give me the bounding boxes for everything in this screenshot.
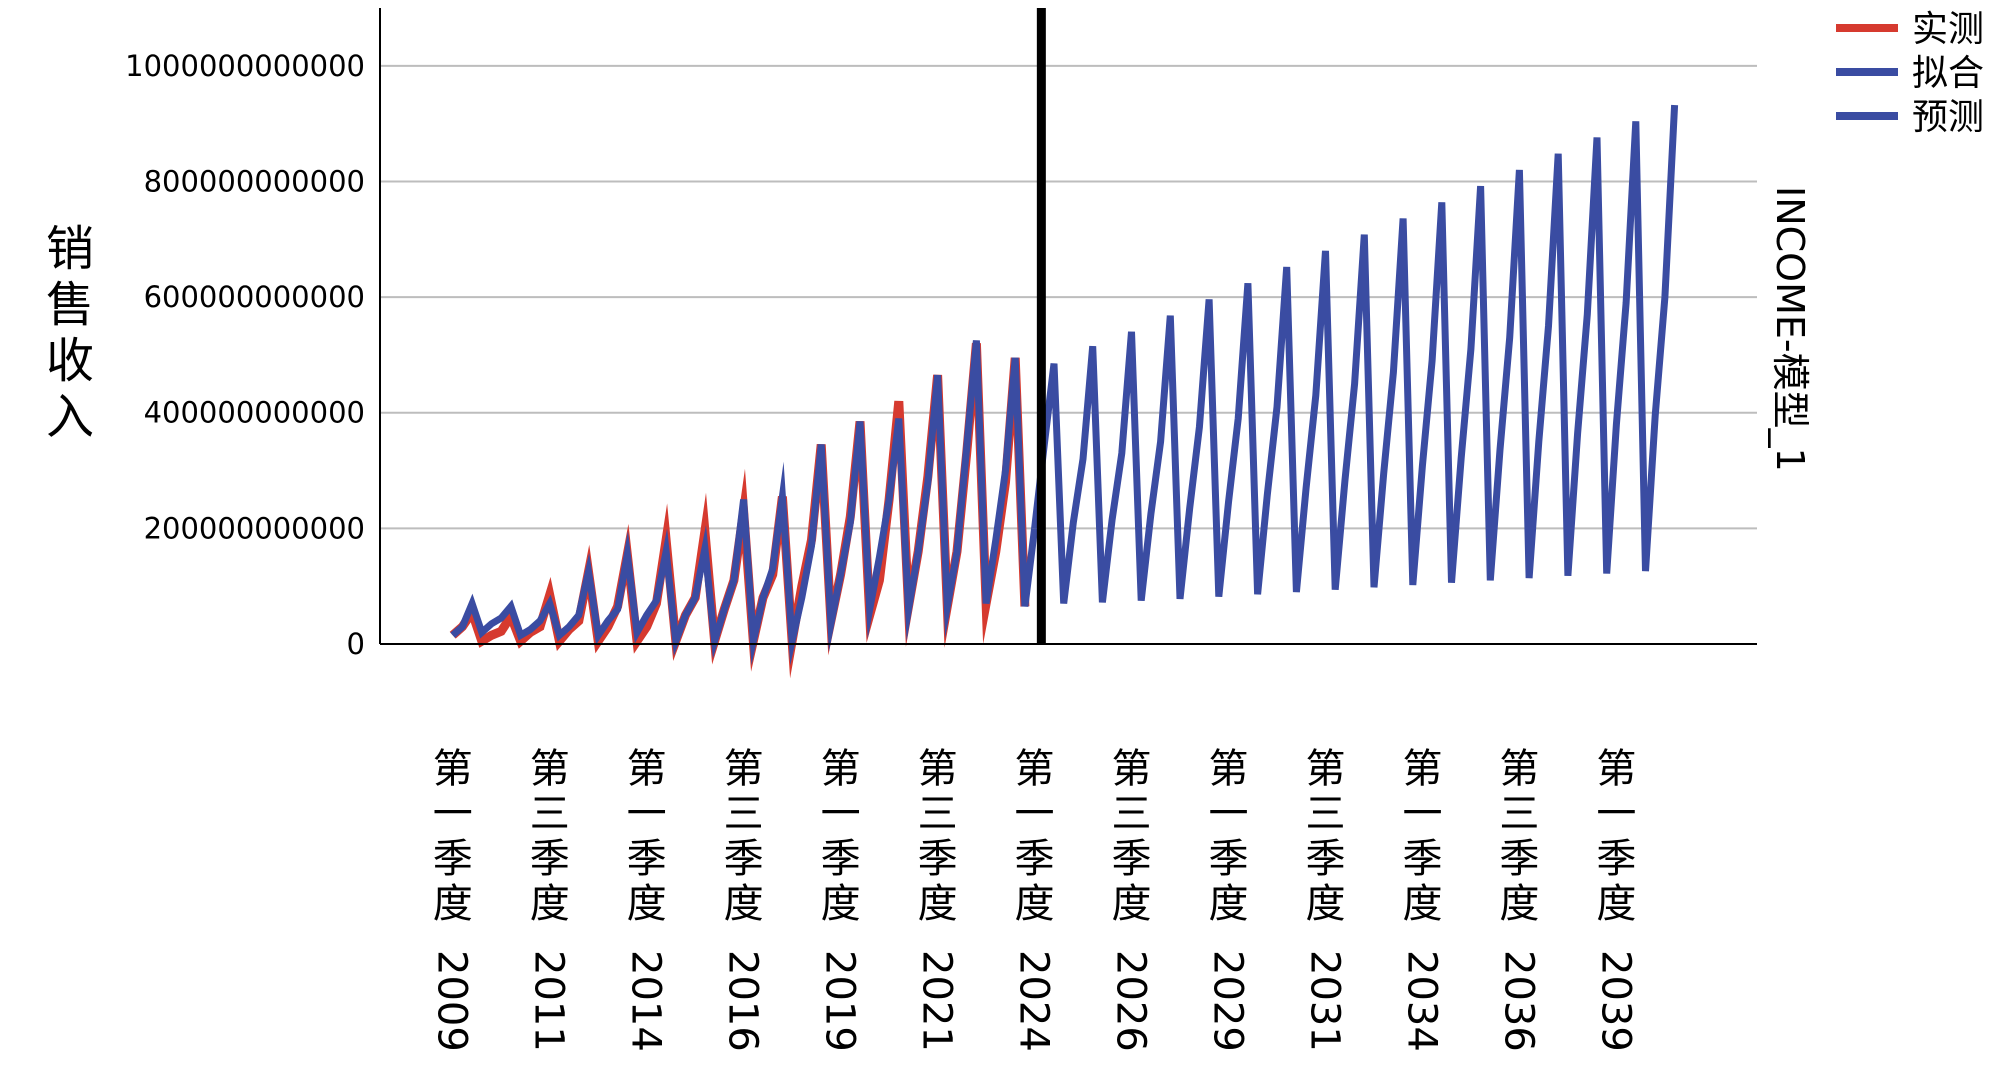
x-tick-quarter-char: 季 xyxy=(1596,836,1636,882)
x-tick-year: 2019 xyxy=(817,950,863,1052)
x-tick-quarter-char: 第 xyxy=(821,746,861,792)
x-tick-quarter-char: 一 xyxy=(821,791,861,837)
x-tick-labels: 第一季度2009第三季度2011第一季度2014第三季度2016第一季度2019… xyxy=(429,746,1639,1052)
x-tick-quarter-char: 三 xyxy=(530,791,570,837)
legend-label-forecast: 预测 xyxy=(1912,97,1984,138)
x-tick-quarter-char: 季 xyxy=(1015,836,1055,882)
x-tick-quarter-char: 三 xyxy=(1499,791,1539,837)
x-tick-quarter-char: 第 xyxy=(1015,746,1055,792)
x-tick-quarter-char: 季 xyxy=(724,836,764,882)
x-tick-year: 2009 xyxy=(429,950,475,1052)
x-tick-quarter-char: 三 xyxy=(1112,791,1152,837)
x-tick-quarter-char: 三 xyxy=(724,791,764,837)
y-tick-label: 400000000000 xyxy=(144,396,365,430)
x-tick-year: 2036 xyxy=(1495,950,1541,1052)
x-tick-quarter-char: 三 xyxy=(1305,791,1345,837)
series-line-forecast xyxy=(1031,104,1679,604)
x-tick-quarter-char: 季 xyxy=(918,836,958,882)
x-tick-quarter-char: 季 xyxy=(1402,836,1442,882)
x-tick-quarter-char: 季 xyxy=(1499,836,1539,882)
x-tick-year: 2021 xyxy=(914,950,960,1052)
x-tick-quarter-char: 第 xyxy=(1112,746,1152,792)
x-tick-quarter-char: 度 xyxy=(627,881,667,927)
legend-label-observed: 实测 xyxy=(1912,9,1984,50)
x-tick-quarter-char: 第 xyxy=(1596,746,1636,792)
x-tick-year: 2031 xyxy=(1301,950,1347,1052)
x-tick-year: 2011 xyxy=(526,950,572,1052)
x-tick-year: 2024 xyxy=(1011,950,1057,1052)
x-tick-quarter-char: 一 xyxy=(1209,791,1249,837)
y-tick-label: 800000000000 xyxy=(144,164,365,198)
x-tick-quarter-char: 季 xyxy=(1112,836,1152,882)
x-tick-quarter-char: 第 xyxy=(1209,746,1249,792)
x-tick-quarter-char: 度 xyxy=(1015,881,1055,927)
x-tick-quarter-char: 一 xyxy=(1402,791,1442,837)
x-tick-quarter-char: 度 xyxy=(724,881,764,927)
x-tick-quarter-char: 三 xyxy=(918,791,958,837)
x-tick-quarter-char: 度 xyxy=(821,881,861,927)
x-tick-quarter-char: 度 xyxy=(1305,881,1345,927)
series-lines xyxy=(449,104,1679,679)
x-tick-quarter-char: 度 xyxy=(1402,881,1442,927)
y-axis-label: 销售收入 xyxy=(46,221,94,445)
x-tick-year: 2034 xyxy=(1398,950,1444,1052)
x-tick-quarter-char: 度 xyxy=(1596,881,1636,927)
x-tick-quarter-char: 度 xyxy=(1209,881,1249,927)
x-tick-quarter-char: 第 xyxy=(918,746,958,792)
x-tick-quarter-char: 季 xyxy=(627,836,667,882)
x-tick-quarter-char: 第 xyxy=(433,746,473,792)
x-tick-quarter-char: 度 xyxy=(1112,881,1152,927)
x-tick-quarter-char: 一 xyxy=(1596,791,1636,837)
x-tick-year: 2016 xyxy=(720,950,766,1052)
x-tick-quarter-char: 度 xyxy=(433,881,473,927)
y-tick-labels: 0 200000000000 400000000000 600000000000 800… xyxy=(125,49,365,661)
x-tick-quarter-char: 一 xyxy=(627,791,667,837)
y-tick-label: 200000000000 xyxy=(144,511,365,545)
x-tick-quarter-char: 度 xyxy=(1499,881,1539,927)
x-tick-quarter-char: 季 xyxy=(433,836,473,882)
x-tick-year: 2026 xyxy=(1108,950,1154,1052)
x-tick-quarter-char: 第 xyxy=(530,746,570,792)
x-tick-quarter-char: 季 xyxy=(530,836,570,882)
y-tick-label: 600000000000 xyxy=(144,280,365,314)
x-tick-quarter-char: 第 xyxy=(1499,746,1539,792)
x-tick-quarter-char: 一 xyxy=(433,791,473,837)
x-tick-year: 2014 xyxy=(623,950,669,1052)
x-tick-quarter-char: 度 xyxy=(530,881,570,927)
x-tick-quarter-char: 第 xyxy=(627,746,667,792)
x-tick-quarter-char: 第 xyxy=(724,746,764,792)
y-tick-label: 0 xyxy=(347,627,365,661)
series-line-fit xyxy=(450,340,1039,666)
x-tick-quarter-char: 第 xyxy=(1402,746,1442,792)
x-tick-year: 2039 xyxy=(1592,950,1638,1052)
x-tick-quarter-char: 一 xyxy=(1015,791,1055,837)
x-tick-quarter-char: 度 xyxy=(918,881,958,927)
model-label: INCOME-模型_1 xyxy=(1768,186,1812,472)
x-tick-year: 2029 xyxy=(1205,950,1251,1052)
x-tick-quarter-char: 季 xyxy=(1305,836,1345,882)
x-tick-quarter-char: 季 xyxy=(1209,836,1249,882)
axes xyxy=(379,8,1757,645)
x-tick-quarter-char: 季 xyxy=(821,836,861,882)
x-tick-quarter-char: 第 xyxy=(1305,746,1345,792)
y-tick-label: 1000000000000 xyxy=(125,49,365,83)
legend-label-fit: 拟合 xyxy=(1912,53,1984,94)
